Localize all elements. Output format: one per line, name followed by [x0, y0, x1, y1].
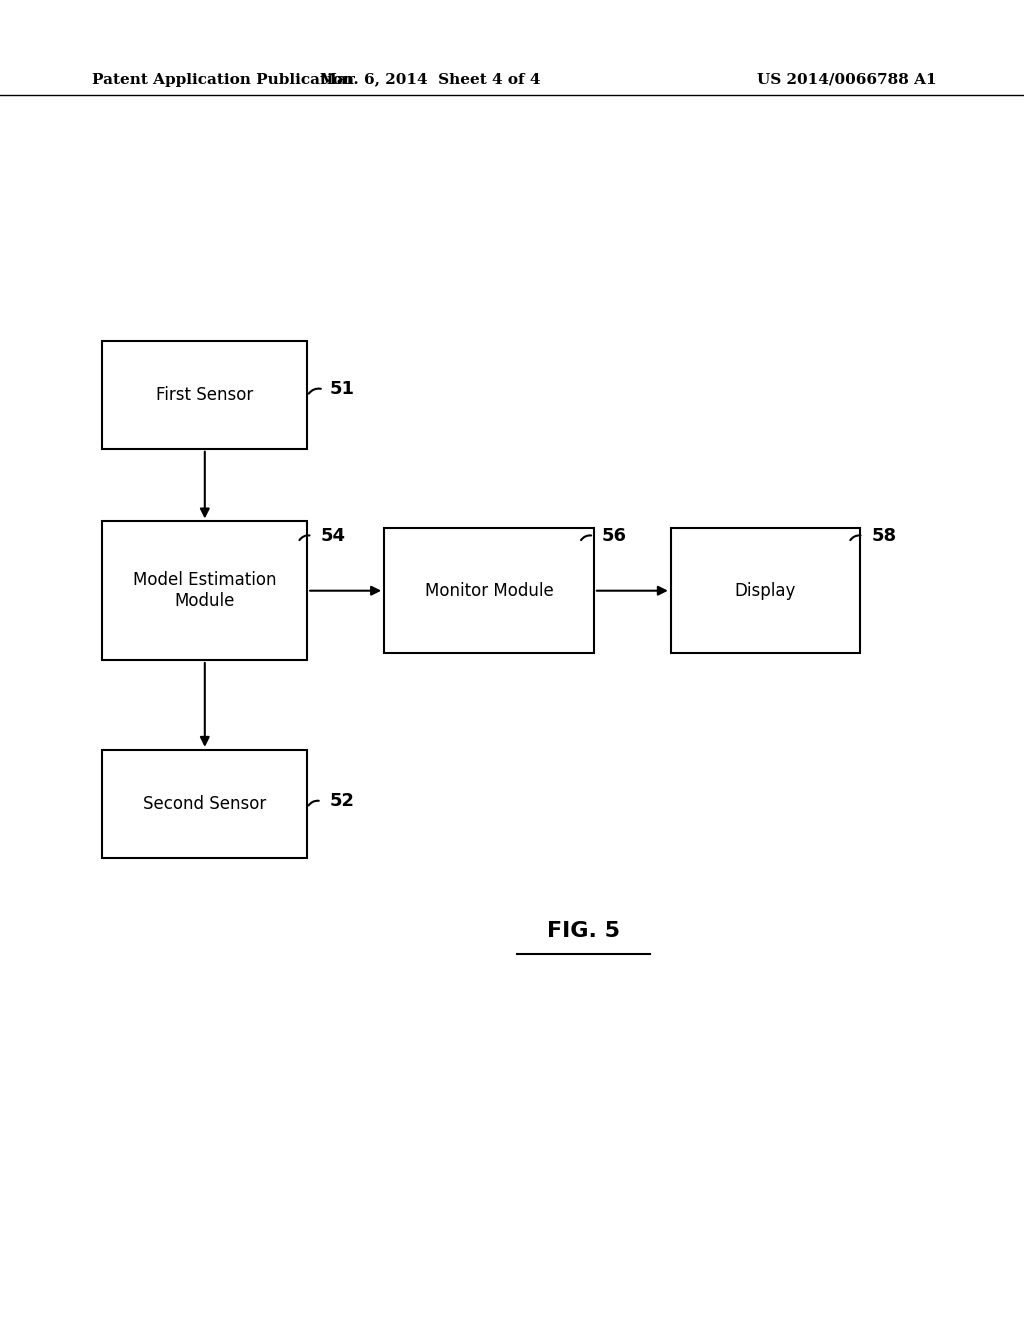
Bar	[384, 528, 594, 653]
Text: US 2014/0066788 A1: US 2014/0066788 A1	[758, 73, 937, 87]
Bar	[671, 528, 860, 653]
Text: 56: 56	[602, 527, 627, 545]
Text: FIG. 5: FIG. 5	[547, 920, 621, 941]
Bar	[102, 750, 307, 858]
Bar	[102, 341, 307, 449]
Text: Second Sensor: Second Sensor	[143, 795, 266, 813]
Text: Mar. 6, 2014  Sheet 4 of 4: Mar. 6, 2014 Sheet 4 of 4	[319, 73, 541, 87]
Text: 51: 51	[330, 380, 354, 399]
Text: Display: Display	[735, 582, 796, 599]
Text: Patent Application Publication: Patent Application Publication	[92, 73, 354, 87]
Bar	[102, 521, 307, 660]
Text: 52: 52	[330, 792, 354, 810]
Text: 54: 54	[321, 527, 345, 545]
Text: First Sensor: First Sensor	[157, 385, 253, 404]
Text: 58: 58	[871, 527, 897, 545]
Text: Model Estimation
Module: Model Estimation Module	[133, 572, 276, 610]
Text: Monitor Module: Monitor Module	[425, 582, 553, 599]
